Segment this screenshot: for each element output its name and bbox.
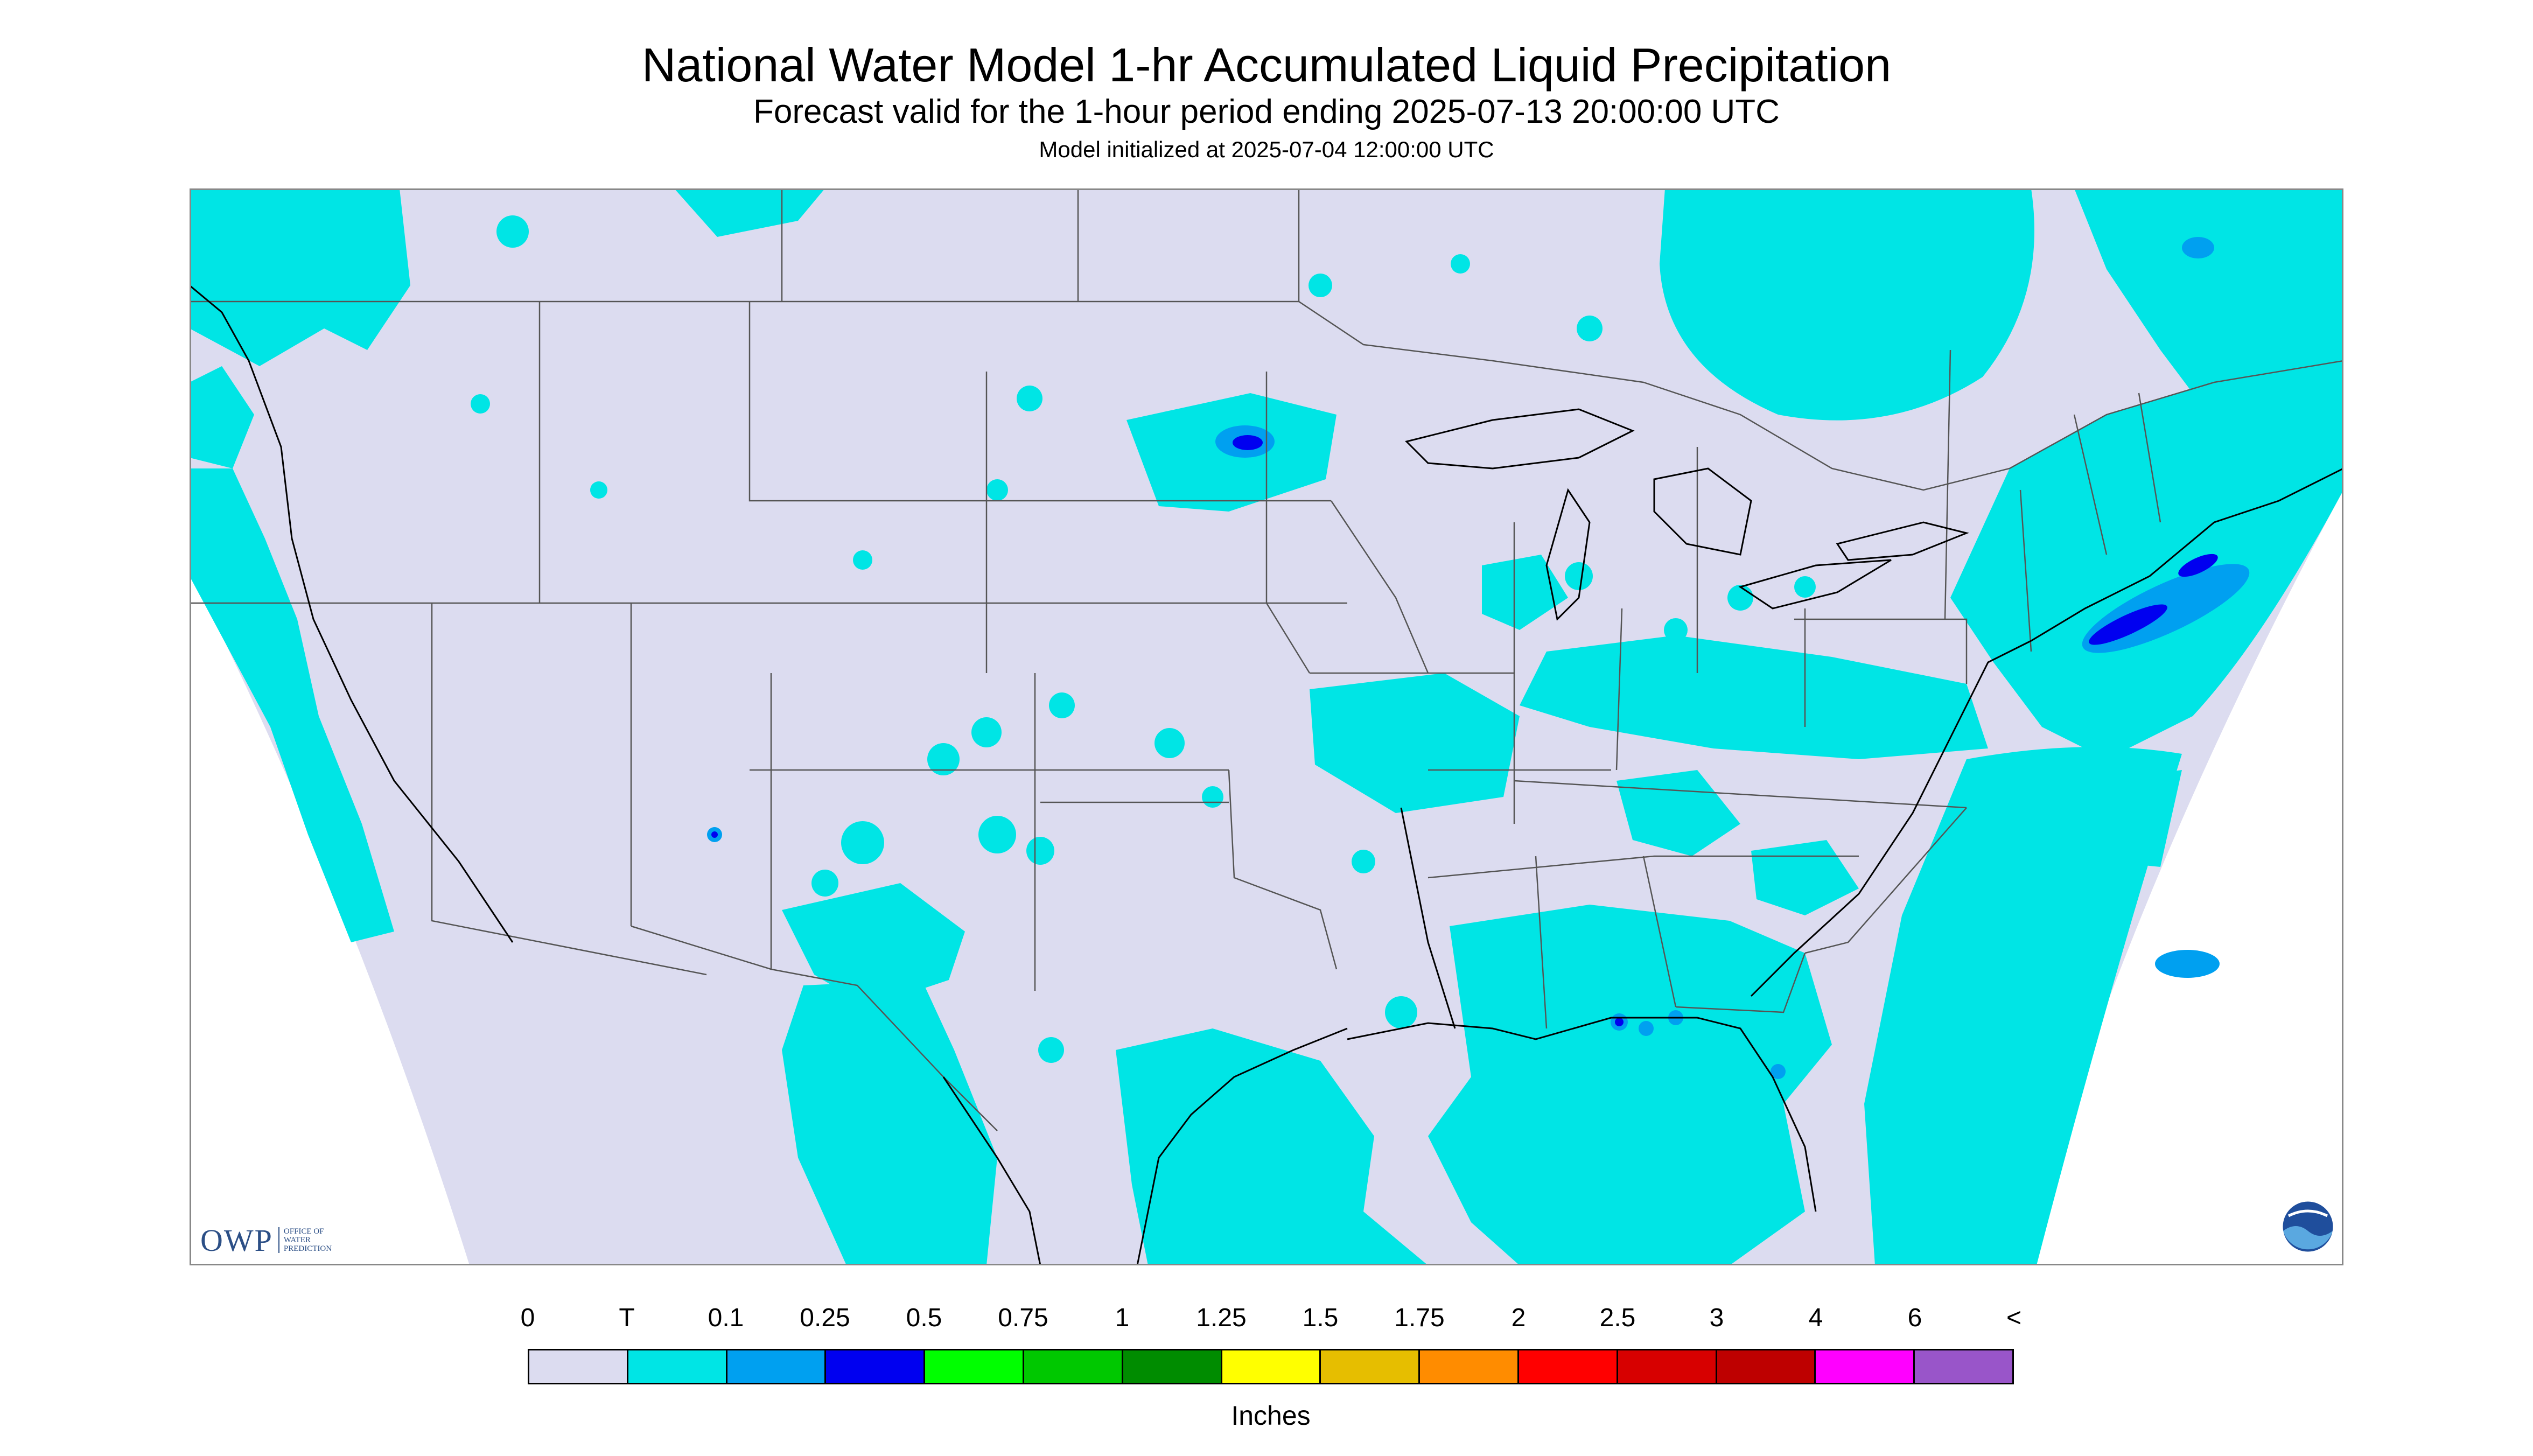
great-lakes — [1405, 408, 1969, 621]
legend-tick-label: 0.75 — [998, 1304, 1048, 1332]
owp-logo-subtext: Office of Water Prediction — [278, 1227, 332, 1253]
legend-swatch — [1420, 1350, 1519, 1383]
owp-logo-text: OWP — [200, 1222, 273, 1258]
legend-swatch — [1915, 1350, 2012, 1383]
map-border — [190, 188, 2343, 1265]
legend-tick-label: 3 — [1709, 1304, 1724, 1332]
owp-sub-line-1: Office of — [283, 1227, 324, 1236]
legend-swatch — [628, 1350, 727, 1383]
legend-swatch — [1222, 1350, 1321, 1383]
owp-logo: OWP Office of Water Prediction — [200, 1221, 332, 1259]
legend-swatch — [1618, 1350, 1717, 1383]
legend-swatch — [1816, 1350, 1915, 1383]
state-boundaries — [190, 188, 2343, 1131]
legend-swatch — [1519, 1350, 1618, 1383]
owp-sub-line-3: Prediction — [283, 1244, 332, 1253]
legend-tick-label: 1 — [1115, 1304, 1130, 1332]
legend-tick-label: 4 — [1808, 1304, 1823, 1332]
legend-tick-label: 6 — [1907, 1304, 1922, 1332]
legend-tick-label: 0.1 — [708, 1304, 744, 1332]
trace-precip-areas — [190, 188, 2343, 1265]
owp-sub-line-2: Water — [283, 1236, 311, 1244]
legend-tick-label: 1.75 — [1394, 1304, 1445, 1332]
legend-tick-label: < — [2006, 1304, 2022, 1332]
legend-swatch — [529, 1350, 628, 1383]
legend-tick-label: 0 — [520, 1304, 535, 1332]
legend-swatch — [727, 1350, 827, 1383]
legend-units-label: Inches — [1231, 1401, 1311, 1431]
color-legend: 0 T 0.1 0.25 0.5 0.75 1 1.25 1.5 1.75 2 2.5 3 4 6 < Inc… — [521, 1292, 2021, 1431]
legend-swatch — [925, 1350, 1024, 1383]
legend-tick-label: 1.25 — [1196, 1304, 1247, 1332]
map-subtitle: Forecast valid for the 1-hour period end… — [753, 93, 1780, 130]
legend-swatch — [1024, 1350, 1123, 1383]
legend-tick-label: 1.5 — [1302, 1304, 1339, 1332]
legend-swatch — [1717, 1350, 1816, 1383]
legend-swatch — [1123, 1350, 1222, 1383]
precipitation-map[interactable] — [190, 188, 2343, 1265]
legend-tick-label: 2.5 — [1599, 1304, 1636, 1332]
model-init-text: Model initialized at 2025-07-04 12:00:00… — [1039, 137, 1494, 162]
legend-tick-label: 2 — [1511, 1304, 1526, 1332]
legend-tick-label: 0.25 — [800, 1304, 850, 1332]
legend-tick-label: 0.5 — [906, 1304, 942, 1332]
legend-color-bar — [528, 1349, 2014, 1384]
legend-tick-label: T — [619, 1304, 635, 1332]
coastlines — [190, 284, 2343, 1265]
noaa-logo-icon — [2281, 1200, 2335, 1254]
legend-swatch — [1321, 1350, 1421, 1383]
map-title: National Water Model 1-hr Accumulated Li… — [641, 38, 1892, 92]
legend-swatch — [826, 1350, 926, 1383]
